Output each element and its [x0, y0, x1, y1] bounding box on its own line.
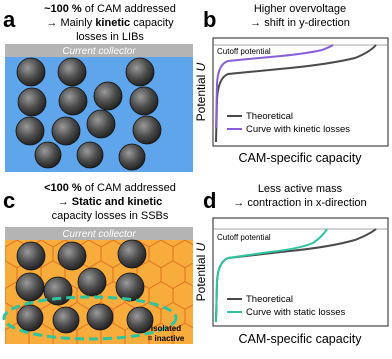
panel-title: Higher overvoltage [254, 3, 346, 15]
y-axis-label: Potential U [194, 242, 208, 301]
legend-label: Theoretical [246, 294, 293, 305]
heading-text: capacity [133, 17, 174, 29]
kinetic-curve [215, 44, 334, 129]
static-curve [215, 228, 328, 323]
heading-text: → Mainly [46, 17, 92, 29]
x-axis-label: CAM-specific capacity [239, 332, 363, 346]
heading-bold: kinetic [95, 17, 130, 29]
y-label-symbol: U [194, 62, 208, 71]
particles [15, 57, 162, 171]
x-axis-label: CAM-specific capacity [239, 151, 363, 165]
panel-b: b Higher overvoltage → shift in y-direct… [194, 3, 389, 165]
legend-label: Curve with static losses [246, 307, 346, 318]
isolated-region [2, 295, 178, 341]
heading-bold: <100 % [44, 182, 82, 194]
y-label-text: Potential [194, 255, 208, 302]
panel-c: c <100 % of CAM addressed → Static and k… [2, 182, 193, 344]
particles [15, 239, 154, 334]
current-collector [5, 44, 193, 57]
heading-text: of CAM addressed [85, 3, 176, 15]
heading-bold: Static and kinetic [72, 196, 162, 208]
theoretical-curve [215, 44, 377, 143]
heading: ~100 % of CAM addressed [44, 3, 176, 15]
cutoff-label: Cutoff potential [217, 233, 271, 242]
isolated-label: = inactive [148, 334, 185, 343]
collector-label: Current collector [62, 46, 136, 57]
panel-title: Less active mass [258, 183, 343, 195]
current-collector [5, 227, 193, 240]
heading-text: of CAM addressed [85, 182, 176, 194]
panel-letter: c [3, 188, 15, 213]
panel-letter: a [3, 7, 16, 32]
y-axis-label: Potential U [194, 62, 208, 121]
collector-label: Current collector [62, 229, 136, 240]
heading: → Mainly kinetic capacity [46, 17, 174, 29]
heading: <100 % of CAM addressed [44, 182, 176, 194]
heading: → Static and kinetic [58, 196, 163, 208]
panel-letter: b [203, 7, 216, 32]
heading: losses in LIBs [76, 31, 144, 43]
panel-title: → shift in y-direction [250, 17, 350, 29]
plot-frame [212, 37, 389, 147]
panel-a: a ~100 % of CAM addressed → Mainly kinet… [3, 3, 193, 172]
legend-label: Theoretical [246, 111, 293, 122]
heading: capacity losses in SSBs [52, 210, 169, 222]
cutoff-label: Cutoff potential [217, 47, 271, 56]
heading-text: → [58, 196, 69, 208]
isolated-label: isolated [151, 324, 181, 333]
y-label-symbol: U [194, 242, 208, 251]
legend-label: Curve with kinetic losses [246, 124, 350, 135]
panel-letter: d [203, 188, 216, 213]
plot-frame [212, 217, 389, 327]
panel-title: → contraction in x-direction [233, 197, 366, 209]
heading-bold: ~100 % [44, 3, 82, 15]
panel-d: d Less active mass → contraction in x-di… [194, 183, 389, 346]
y-label-text: Potential [194, 75, 208, 122]
